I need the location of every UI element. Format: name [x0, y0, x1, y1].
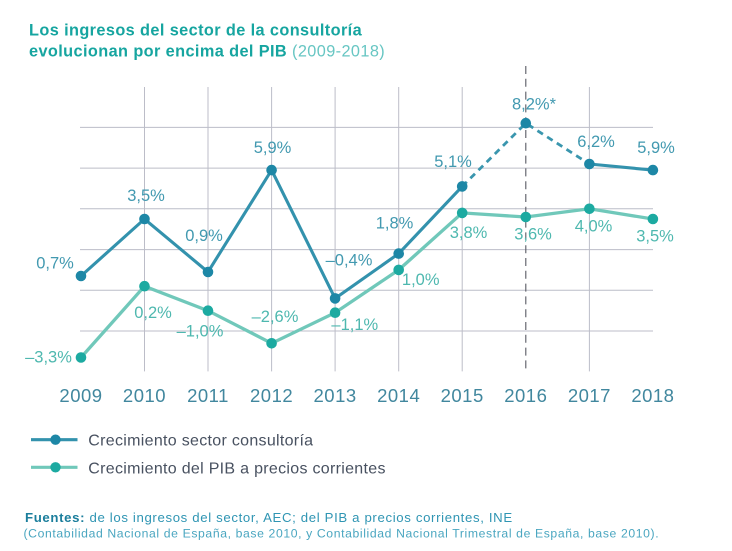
svg-text:–1,0%: –1,0%: [177, 323, 224, 341]
svg-text:3,8%: 3,8%: [450, 224, 488, 242]
svg-text:0,9%: 0,9%: [185, 227, 223, 245]
svg-text:2010: 2010: [123, 385, 166, 406]
svg-text:6,2%: 6,2%: [577, 133, 615, 151]
svg-text:5,1%: 5,1%: [434, 153, 472, 171]
svg-text:2011: 2011: [187, 385, 229, 406]
svg-text:0,2%: 0,2%: [134, 304, 172, 322]
svg-text:–0,4%: –0,4%: [326, 252, 373, 270]
svg-text:Los ingresos del sector de la: Los ingresos del sector de la consultorí…: [29, 22, 363, 40]
svg-text:–2,6%: –2,6%: [252, 308, 299, 326]
svg-text:evolucionan por encima del PIB: evolucionan por encima del PIB (2009-201…: [29, 43, 385, 61]
svg-text:2017: 2017: [568, 385, 611, 406]
svg-text:3,5%: 3,5%: [127, 187, 165, 205]
svg-text:3,5%: 3,5%: [636, 228, 674, 246]
svg-text:5,9%: 5,9%: [637, 139, 675, 157]
svg-text:–3,3%: –3,3%: [25, 349, 72, 367]
svg-text:8,2%*: 8,2%*: [512, 96, 557, 114]
svg-text:2016: 2016: [504, 385, 547, 406]
svg-text:Crecimiento del PIB a precios: Crecimiento del PIB a precios corrientes: [88, 461, 385, 478]
svg-text:0,7%: 0,7%: [36, 254, 74, 272]
svg-text:2009: 2009: [59, 385, 102, 406]
svg-text:2013: 2013: [314, 385, 357, 406]
svg-text:Fuentes: de los ingresos del s: Fuentes: de los ingresos del sector, AEC…: [25, 510, 513, 525]
svg-text:1,0%: 1,0%: [402, 271, 440, 289]
svg-text:(Contabilidad Nacional de Espa: (Contabilidad Nacional de España, base 2…: [24, 527, 660, 541]
svg-text:2015: 2015: [441, 385, 484, 406]
svg-text:–1,1%: –1,1%: [331, 316, 378, 334]
svg-text:2014: 2014: [377, 385, 420, 406]
svg-text:1,8%: 1,8%: [376, 215, 414, 233]
svg-text:2012: 2012: [250, 385, 293, 406]
svg-text:5,9%: 5,9%: [254, 139, 292, 157]
svg-text:3,6%: 3,6%: [514, 226, 552, 244]
svg-text:Crecimiento sector consultoría: Crecimiento sector consultoría: [88, 433, 313, 450]
svg-text:2018: 2018: [631, 385, 674, 406]
svg-text:4,0%: 4,0%: [575, 218, 613, 236]
